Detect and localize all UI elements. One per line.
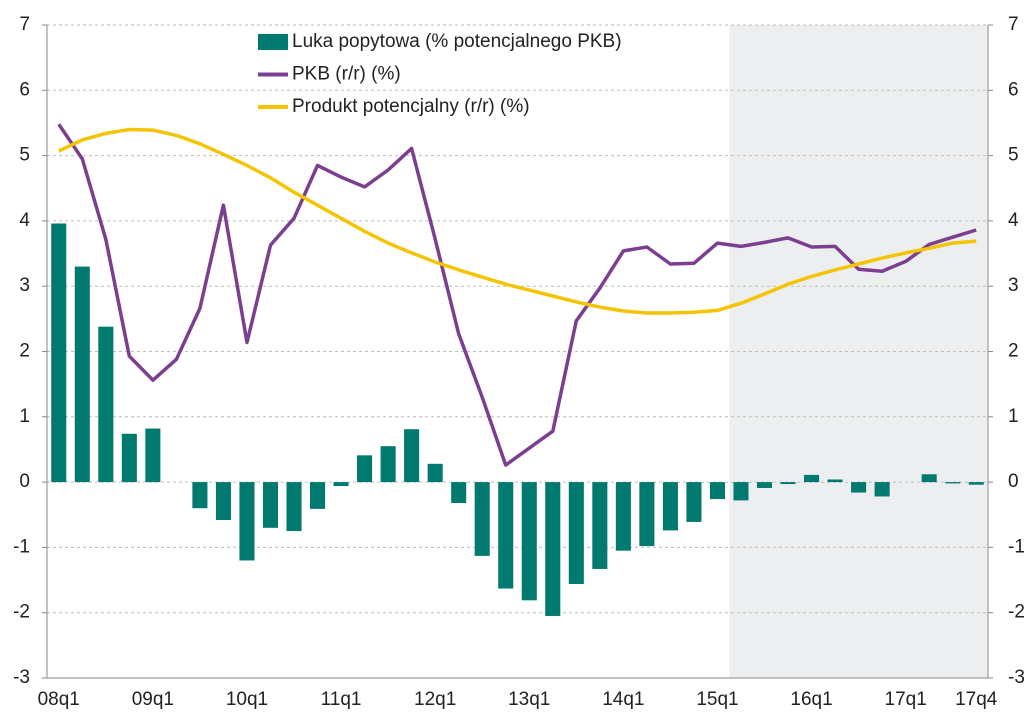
- legend-label: Luka popytowa (% potencjalnego PKB): [292, 31, 622, 52]
- y2-tick-label: 2: [1008, 341, 1019, 362]
- y-tick-label: 4: [19, 210, 30, 231]
- bar: [780, 482, 796, 485]
- bar: [427, 463, 443, 483]
- y2-tick-label: 1: [1008, 406, 1019, 427]
- bar: [686, 482, 702, 522]
- y2-tick-label: -3: [1008, 667, 1025, 688]
- bar: [827, 479, 843, 483]
- x-tick-label: 15q1: [696, 689, 738, 710]
- bar: [568, 482, 584, 584]
- bar: [74, 266, 90, 483]
- bar: [451, 482, 467, 503]
- x-tick-label: 17q4: [955, 689, 998, 710]
- x-tick-label: 10q1: [226, 689, 268, 710]
- y-tick-label: -3: [13, 667, 30, 688]
- y2-tick-label: 0: [1008, 471, 1019, 492]
- legend-swatch: [258, 34, 288, 50]
- y-tick-label: -1: [13, 536, 30, 557]
- y-tick-label: 0: [19, 471, 30, 492]
- line: [58, 127, 977, 315]
- bar: [639, 482, 655, 547]
- bar: [968, 482, 984, 485]
- bar: [98, 326, 114, 483]
- y-tick-label: 3: [19, 275, 30, 296]
- bar: [804, 474, 820, 483]
- line: [57, 123, 977, 467]
- x-tick-label: 11q1: [321, 689, 362, 710]
- bar: [733, 482, 749, 501]
- x-tick-label: 13q1: [508, 689, 550, 710]
- bar: [357, 455, 373, 483]
- x-tick-label: 16q1: [790, 689, 832, 710]
- bar: [333, 482, 349, 487]
- bar: [521, 482, 537, 601]
- bar: [945, 482, 961, 484]
- bar: [662, 482, 678, 531]
- bar: [310, 482, 326, 509]
- y-tick-label: 2: [19, 341, 30, 362]
- bar: [121, 433, 137, 483]
- bar: [498, 482, 514, 589]
- x-tick-label: 12q1: [414, 689, 456, 710]
- bar: [262, 482, 279, 528]
- bar: [592, 482, 608, 569]
- bar: [851, 482, 867, 493]
- bar: [380, 446, 396, 483]
- legend-label: Produkt potencjalny (r/r) (%): [292, 96, 530, 117]
- bar: [192, 482, 208, 509]
- y2-tick-label: 4: [1008, 210, 1019, 231]
- x-tick-label: 08q1: [38, 689, 80, 710]
- legend-label: PKB (r/r) (%): [292, 64, 401, 85]
- bar: [709, 482, 725, 500]
- bar: [921, 474, 937, 483]
- y-tick-label: 1: [19, 406, 30, 427]
- bar: [51, 223, 67, 483]
- y-tick-label: 6: [19, 79, 30, 100]
- bar: [215, 482, 231, 520]
- bar: [404, 429, 420, 483]
- y-tick-label: -2: [13, 602, 30, 623]
- y2-tick-label: 3: [1008, 275, 1019, 296]
- bar: [545, 482, 561, 616]
- bar: [474, 482, 490, 556]
- y2-tick-label: -1: [1008, 536, 1025, 557]
- bar: [615, 482, 631, 551]
- bar: [145, 428, 161, 483]
- x-tick-label: 09q1: [132, 689, 174, 710]
- bar: [756, 482, 773, 488]
- bar: [286, 482, 302, 532]
- bar: [874, 482, 890, 497]
- y2-tick-label: 7: [1008, 14, 1019, 35]
- y2-tick-label: 5: [1008, 145, 1019, 166]
- x-tick-label: 17q1: [885, 689, 927, 710]
- y-tick-label: 7: [19, 14, 30, 35]
- y2-tick-label: -2: [1008, 602, 1025, 623]
- y2-tick-label: 6: [1008, 79, 1019, 100]
- x-tick-label: 14q1: [602, 689, 644, 710]
- y-tick-label: 5: [19, 145, 30, 166]
- bar: [239, 482, 255, 561]
